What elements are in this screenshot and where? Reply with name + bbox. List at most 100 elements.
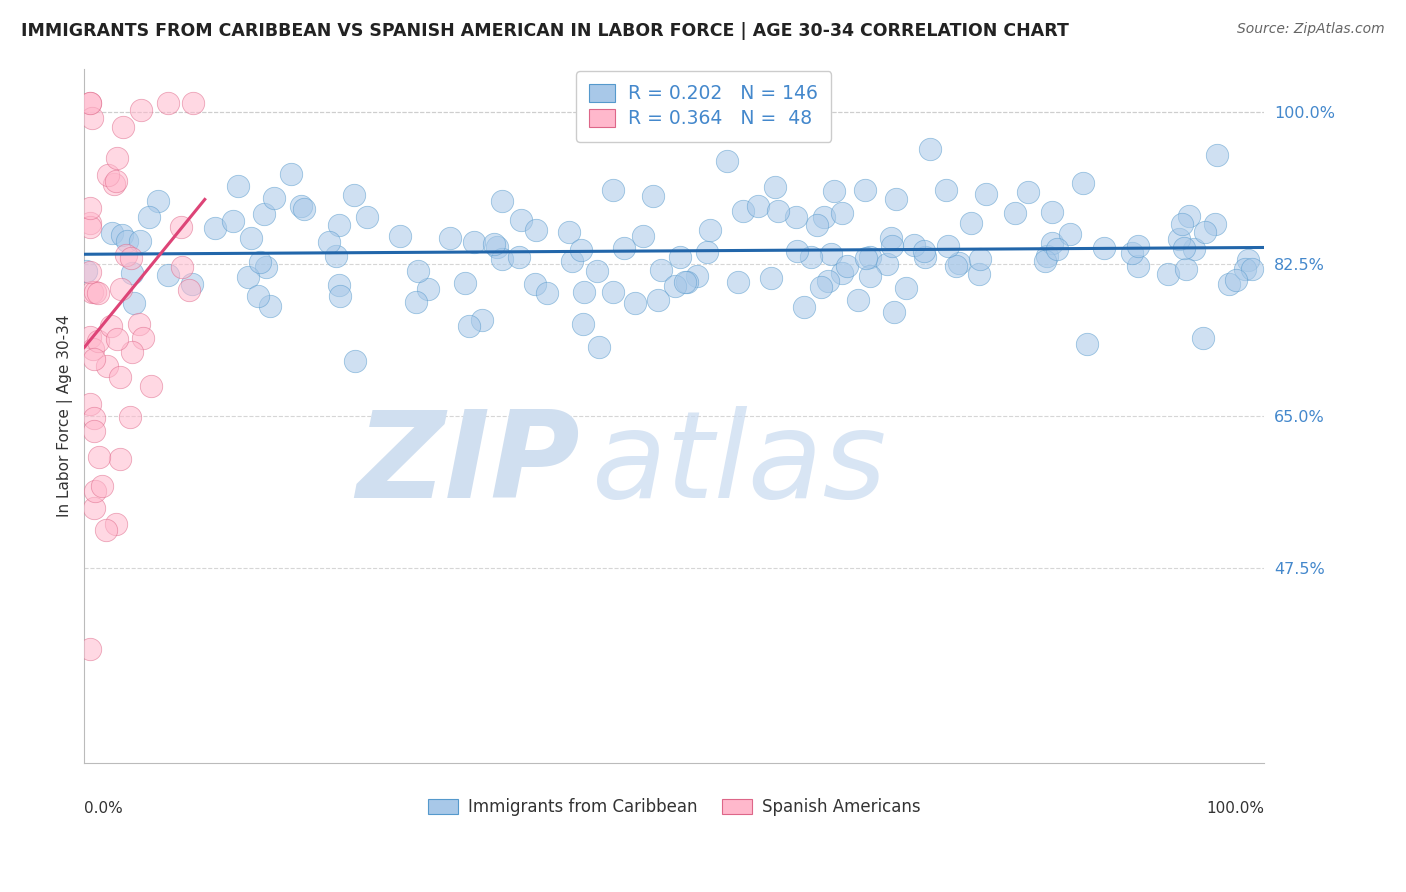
Point <box>280 167 302 181</box>
Point <box>650 263 672 277</box>
Point <box>673 275 696 289</box>
Point <box>817 274 839 288</box>
Point <box>1182 242 1205 256</box>
Point <box>699 223 721 237</box>
Point <box>806 219 828 233</box>
Point <box>664 279 686 293</box>
Point <box>79 265 101 279</box>
Point <box>976 186 998 201</box>
Point <box>79 201 101 215</box>
Point <box>624 296 647 310</box>
Point <box>172 260 194 275</box>
Point <box>103 178 125 192</box>
Point <box>128 235 150 249</box>
Text: IMMIGRANTS FROM CARIBBEAN VS SPANISH AMERICAN IN LABOR FORCE | AGE 30-34 CORRELA: IMMIGRANTS FROM CARIBBEAN VS SPANISH AME… <box>21 22 1069 40</box>
Point <box>177 283 200 297</box>
Point <box>325 249 347 263</box>
Point <box>727 276 749 290</box>
Point <box>855 251 877 265</box>
Point <box>896 281 918 295</box>
Point <box>813 210 835 224</box>
Point <box>84 285 107 299</box>
Point <box>1121 246 1143 260</box>
Point <box>1092 241 1115 255</box>
Point <box>463 235 485 249</box>
Point <box>100 318 122 333</box>
Point <box>259 299 281 313</box>
Point <box>785 211 807 225</box>
Point <box>80 285 103 299</box>
Point <box>1157 267 1180 281</box>
Point <box>79 216 101 230</box>
Point <box>439 231 461 245</box>
Point <box>733 203 755 218</box>
Point <box>104 516 127 531</box>
Point <box>388 229 411 244</box>
Text: 0.0%: 0.0% <box>84 801 124 816</box>
Point <box>204 221 226 235</box>
Point <box>83 410 105 425</box>
Point <box>94 523 117 537</box>
Point <box>1225 272 1247 286</box>
Point <box>1040 235 1063 250</box>
Point <box>129 103 152 117</box>
Point <box>115 234 138 248</box>
Point <box>156 96 179 111</box>
Point <box>82 343 104 357</box>
Point <box>471 312 494 326</box>
Point <box>696 244 718 259</box>
Point <box>1173 241 1195 255</box>
Point <box>115 247 138 261</box>
Legend: Immigrants from Caribbean, Spanish Americans: Immigrants from Caribbean, Spanish Ameri… <box>419 789 929 824</box>
Point <box>613 241 636 255</box>
Point <box>112 120 135 135</box>
Point <box>1174 262 1197 277</box>
Point <box>883 305 905 319</box>
Point <box>914 250 936 264</box>
Point <box>1071 177 1094 191</box>
Point <box>793 300 815 314</box>
Point <box>87 334 110 348</box>
Point <box>247 289 270 303</box>
Point <box>328 219 350 233</box>
Point <box>108 369 131 384</box>
Point <box>128 318 150 332</box>
Point <box>79 96 101 111</box>
Point <box>1236 253 1258 268</box>
Point <box>181 277 204 292</box>
Point <box>643 189 665 203</box>
Point <box>486 240 509 254</box>
Point <box>83 424 105 438</box>
Point <box>669 250 692 264</box>
Point <box>1076 337 1098 351</box>
Point <box>91 479 114 493</box>
Point <box>120 252 142 266</box>
Point <box>111 227 134 242</box>
Point <box>880 231 903 245</box>
Point <box>146 194 169 208</box>
Point <box>121 267 143 281</box>
Point <box>918 142 941 156</box>
Point <box>132 330 155 344</box>
Point <box>120 409 142 424</box>
Point <box>675 276 697 290</box>
Point <box>876 257 898 271</box>
Text: atlas: atlas <box>592 406 887 523</box>
Point <box>226 178 249 193</box>
Point <box>831 206 853 220</box>
Point <box>79 220 101 235</box>
Point <box>1206 147 1229 161</box>
Point <box>569 243 592 257</box>
Point <box>416 282 439 296</box>
Point <box>558 225 581 239</box>
Point <box>853 183 876 197</box>
Point <box>453 277 475 291</box>
Point <box>903 238 925 252</box>
Point <box>121 345 143 359</box>
Point <box>491 252 513 266</box>
Point <box>79 330 101 344</box>
Point <box>880 239 903 253</box>
Point <box>1194 225 1216 239</box>
Point <box>1046 242 1069 256</box>
Point <box>253 207 276 221</box>
